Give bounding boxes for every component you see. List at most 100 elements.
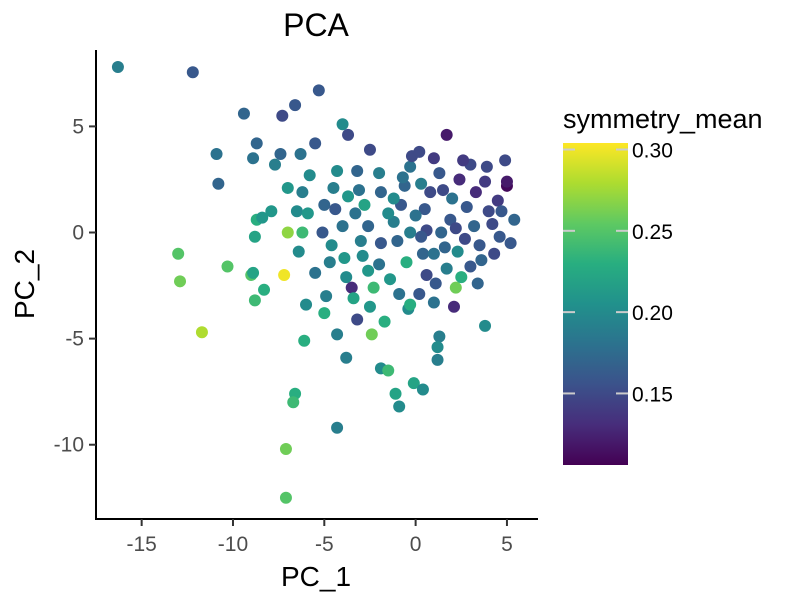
data-point <box>331 421 344 434</box>
data-point <box>504 237 517 250</box>
data-point <box>172 247 185 260</box>
data-point <box>274 147 287 160</box>
data-point <box>391 234 404 247</box>
data-point <box>318 307 331 320</box>
data-point <box>407 377 420 390</box>
data-point <box>300 298 313 311</box>
data-point <box>396 171 409 184</box>
data-point <box>247 152 260 165</box>
y-tick-label: -5 <box>65 328 84 351</box>
data-point <box>373 258 386 271</box>
data-point <box>289 99 302 112</box>
data-point <box>347 292 360 305</box>
data-point <box>460 201 473 214</box>
data-point <box>413 288 426 301</box>
data-point <box>457 154 470 167</box>
data-point <box>427 152 440 165</box>
data-point <box>174 275 187 288</box>
x-axis-ticks: -15 -10 -5 0 5 <box>126 519 513 556</box>
data-point <box>331 328 344 341</box>
y-tick-label: 5 <box>72 115 84 138</box>
y-axis-ticks: -10 -5 0 5 <box>54 115 96 457</box>
data-point <box>323 256 336 269</box>
data-point <box>404 160 417 173</box>
data-point <box>303 169 316 182</box>
data-point <box>471 277 484 290</box>
data-point <box>473 239 486 252</box>
y-axis-title: PC_2 <box>9 249 40 319</box>
data-point <box>499 154 512 167</box>
data-point <box>327 181 340 194</box>
x-tick-label: -10 <box>218 533 248 556</box>
colorbar-legend: symmetry_mean 0.15 0.20 0.25 0.30 <box>563 104 763 465</box>
data-point <box>469 186 482 199</box>
data-point <box>256 211 269 224</box>
data-point <box>404 298 417 311</box>
data-point <box>296 226 309 239</box>
data-point <box>342 190 355 203</box>
data-point <box>437 184 450 197</box>
data-point <box>424 186 437 199</box>
data-point <box>345 281 358 294</box>
data-point <box>237 107 250 120</box>
colorbar <box>563 143 628 465</box>
data-point <box>296 186 309 199</box>
data-point <box>279 491 292 504</box>
data-point <box>340 271 353 284</box>
data-point <box>351 164 364 177</box>
data-point <box>508 213 521 226</box>
data-point <box>378 315 391 328</box>
data-point <box>387 215 400 228</box>
data-point <box>429 277 442 290</box>
data-point <box>221 260 234 273</box>
data-point <box>111 60 124 73</box>
data-point <box>287 396 300 409</box>
data-point <box>301 207 314 220</box>
data-point <box>325 239 338 252</box>
data-point <box>491 194 504 207</box>
x-axis-title: PC_1 <box>281 561 351 592</box>
data-point <box>312 84 325 97</box>
data-point <box>393 288 406 301</box>
data-point <box>482 205 495 218</box>
data-point <box>438 241 451 254</box>
data-point <box>475 254 488 267</box>
data-point <box>389 387 402 400</box>
data-point <box>353 184 366 197</box>
colorbar-tick-label: 0.15 <box>632 383 673 406</box>
data-point <box>195 326 208 339</box>
data-point <box>451 245 464 258</box>
data-point <box>495 205 508 218</box>
data-point <box>384 273 397 286</box>
data-point <box>455 271 468 284</box>
data-point <box>362 220 375 233</box>
data-point <box>446 192 459 205</box>
data-point <box>433 330 446 343</box>
data-point <box>278 268 291 281</box>
data-point <box>431 341 444 354</box>
data-point <box>449 222 462 235</box>
colorbar-tick-label: 0.20 <box>632 302 673 325</box>
points-layer <box>111 60 521 504</box>
data-point <box>393 400 406 413</box>
data-point <box>367 281 380 294</box>
data-point <box>440 128 453 141</box>
data-point <box>342 128 355 141</box>
data-point <box>415 230 428 243</box>
data-point <box>354 234 367 247</box>
chart-title: PCA <box>283 7 349 43</box>
data-point <box>329 203 342 216</box>
data-point <box>374 237 387 250</box>
data-point <box>186 66 199 79</box>
data-point <box>316 226 329 239</box>
data-point <box>400 256 413 269</box>
data-point <box>500 175 513 188</box>
data-point <box>427 296 440 309</box>
data-point <box>281 226 294 239</box>
data-point <box>479 319 492 332</box>
data-point <box>427 247 440 260</box>
data-point <box>281 181 294 194</box>
data-point <box>247 266 260 279</box>
data-point <box>210 147 223 160</box>
